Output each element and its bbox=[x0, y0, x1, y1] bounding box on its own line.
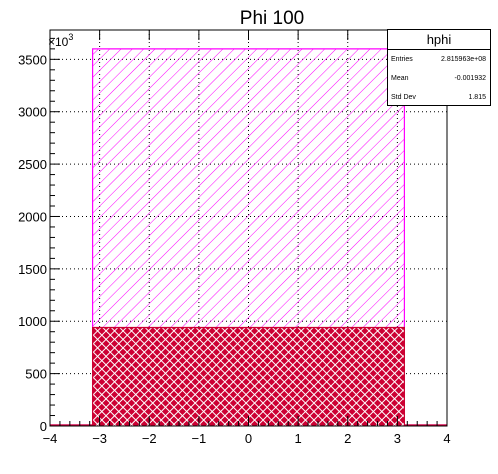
histogram-series-2-fill bbox=[92, 327, 405, 426]
y-tick-label: 2000 bbox=[18, 209, 47, 224]
y-tick-label: 3500 bbox=[18, 52, 47, 67]
stats-box: hphi Entries 2.815963e+08 Mean -0.001932… bbox=[387, 29, 491, 106]
chart-title: Phi 100 bbox=[240, 8, 304, 29]
stats-title: hphi bbox=[388, 30, 490, 50]
y-tick-label: 2500 bbox=[18, 157, 47, 172]
x-tick-label: 4 bbox=[443, 431, 450, 446]
x-tick-label: −1 bbox=[191, 431, 206, 446]
x-tick-label: −3 bbox=[92, 431, 107, 446]
y-tick-label: 3000 bbox=[18, 105, 47, 120]
histogram-bars bbox=[50, 48, 447, 426]
stats-value: 1.815 bbox=[468, 94, 486, 101]
x-tick-label: −2 bbox=[142, 431, 157, 446]
y-tick-label: 1500 bbox=[18, 262, 47, 277]
stats-label: Entries bbox=[391, 56, 413, 63]
x-tick-label: 2 bbox=[344, 431, 351, 446]
x-tick-label: −4 bbox=[43, 431, 58, 446]
stats-label: Std Dev bbox=[391, 94, 416, 101]
axis-ticks: −4 −3 −2 −1 0 1 2 3 4 0 500 1000 1500 2000 2500 3000 350… bbox=[18, 30, 451, 446]
histogram-series-2-outline bbox=[50, 326, 447, 426]
y-tick-label: 1000 bbox=[18, 314, 47, 329]
x-tick-label: 1 bbox=[295, 431, 302, 446]
y-axis-multiplier: ×103 bbox=[48, 32, 73, 49]
stats-value: 2.815963e+08 bbox=[441, 56, 486, 63]
y-tick-label: 500 bbox=[25, 367, 47, 382]
stats-row-mean: Mean -0.001932 bbox=[388, 69, 490, 88]
stats-row-entries: Entries 2.815963e+08 bbox=[388, 50, 490, 69]
x-tick-label: 0 bbox=[245, 431, 252, 446]
stats-value: -0.001932 bbox=[454, 75, 486, 82]
y-tick-label: 0 bbox=[40, 419, 47, 434]
stats-label: Mean bbox=[391, 75, 409, 82]
x-tick-label: 3 bbox=[394, 431, 401, 446]
stats-row-stddev: Std Dev 1.815 bbox=[388, 88, 490, 107]
